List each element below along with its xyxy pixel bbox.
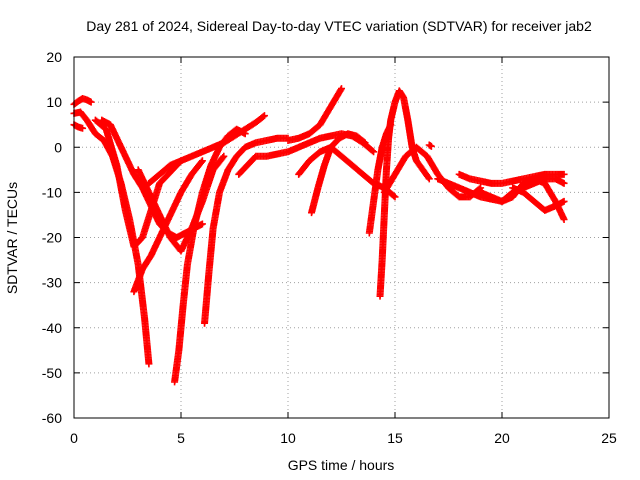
data-point-marker bbox=[198, 157, 206, 165]
x-tick-label: 5 bbox=[177, 430, 185, 446]
series-arc-13 bbox=[295, 143, 399, 201]
data-points bbox=[70, 85, 568, 386]
data-point-marker bbox=[197, 158, 205, 166]
data-point-marker bbox=[260, 112, 268, 120]
grid-lines bbox=[74, 57, 609, 418]
plot-frame bbox=[73, 56, 610, 419]
series-arc-18 bbox=[425, 141, 435, 150]
data-point-marker bbox=[241, 130, 249, 138]
data-point-marker bbox=[220, 152, 228, 160]
y-tick-labels: 20 10 0 -10 -20 -30 -40 -50 -60 bbox=[42, 49, 62, 426]
series-arc-11 bbox=[235, 130, 378, 178]
data-point-marker bbox=[425, 175, 433, 183]
x-tick-label: 10 bbox=[280, 430, 296, 446]
series-arc-14 bbox=[308, 130, 369, 217]
y-tick-label: 10 bbox=[46, 94, 62, 110]
series-arc-9 bbox=[171, 125, 249, 386]
y-tick-label: -50 bbox=[42, 365, 62, 381]
chart-title: Day 281 of 2024, Sidereal Day-to-day VTE… bbox=[86, 18, 592, 34]
x-axis-label: GPS time / hours bbox=[288, 457, 395, 473]
y-tick-label: 0 bbox=[54, 139, 62, 155]
data-point-marker bbox=[424, 174, 432, 182]
data-point-marker bbox=[368, 147, 376, 155]
series-arc-7 bbox=[130, 157, 206, 296]
data-point-marker bbox=[370, 148, 378, 156]
series-arc-10 bbox=[201, 134, 292, 327]
series-arc-1 bbox=[70, 95, 95, 108]
data-point-marker bbox=[560, 170, 568, 178]
series-arc-12 bbox=[284, 85, 345, 144]
data-point-marker bbox=[219, 154, 227, 162]
data-point-marker bbox=[79, 124, 87, 132]
data-point-marker bbox=[338, 85, 345, 93]
x-tick-label: 15 bbox=[387, 430, 403, 446]
data-point-marker bbox=[390, 192, 398, 200]
data-point-marker bbox=[360, 138, 368, 146]
series-arc-16 bbox=[376, 87, 433, 300]
y-tick-label: -40 bbox=[42, 320, 62, 336]
y-tick-label: -20 bbox=[42, 230, 62, 246]
y-tick-label: 20 bbox=[46, 49, 62, 65]
y-tick-label: -60 bbox=[42, 410, 62, 426]
y-axis-label: SDTVAR / TECUs bbox=[4, 182, 20, 294]
data-point-marker bbox=[259, 113, 267, 121]
series-arc-22 bbox=[509, 184, 568, 214]
y-tick-label: -10 bbox=[42, 184, 62, 200]
data-point-marker bbox=[87, 98, 95, 106]
x-tick-label: 25 bbox=[601, 430, 617, 446]
data-point-marker bbox=[198, 220, 206, 228]
series-arc-8 bbox=[145, 112, 268, 187]
data-point-marker bbox=[560, 179, 568, 187]
data-point-marker bbox=[560, 197, 568, 205]
data-point-marker bbox=[361, 139, 369, 147]
data-point-marker bbox=[427, 142, 435, 150]
data-point-marker bbox=[391, 193, 399, 201]
series-arc-3 bbox=[70, 121, 87, 132]
data-point-marker bbox=[145, 360, 153, 368]
y-tick-label: -30 bbox=[42, 275, 62, 291]
data-point-marker bbox=[475, 185, 483, 193]
x-tick-label: 20 bbox=[494, 430, 510, 446]
data-point-marker bbox=[560, 215, 568, 223]
x-tick-label: 0 bbox=[70, 430, 78, 446]
x-tick-labels: 0 5 10 15 20 25 bbox=[70, 430, 617, 446]
